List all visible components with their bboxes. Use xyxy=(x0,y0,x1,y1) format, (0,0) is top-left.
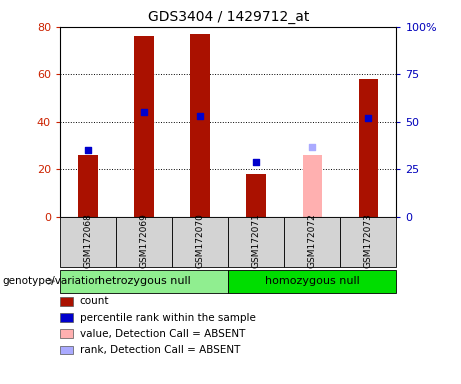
Bar xyxy=(116,217,172,267)
Bar xyxy=(228,217,284,267)
Text: GSM172072: GSM172072 xyxy=(308,214,317,268)
Title: GDS3404 / 1429712_at: GDS3404 / 1429712_at xyxy=(148,10,309,25)
Point xyxy=(140,109,148,116)
Point xyxy=(196,113,204,119)
Point xyxy=(365,115,372,121)
Text: hetrozygous null: hetrozygous null xyxy=(98,276,190,286)
Bar xyxy=(60,270,228,293)
Text: value, Detection Call = ABSENT: value, Detection Call = ABSENT xyxy=(80,329,245,339)
Text: rank, Detection Call = ABSENT: rank, Detection Call = ABSENT xyxy=(80,345,240,355)
Bar xyxy=(247,174,266,217)
Point xyxy=(253,159,260,165)
Bar xyxy=(172,217,228,267)
Text: GSM172073: GSM172073 xyxy=(364,214,373,268)
Bar xyxy=(302,155,322,217)
Text: percentile rank within the sample: percentile rank within the sample xyxy=(80,313,256,323)
Text: GSM172068: GSM172068 xyxy=(83,214,93,268)
Bar xyxy=(60,217,116,267)
Bar xyxy=(134,36,154,217)
Bar xyxy=(359,79,378,217)
Text: homozygous null: homozygous null xyxy=(265,276,360,286)
Text: count: count xyxy=(80,296,109,306)
Bar xyxy=(78,155,98,217)
Text: GSM172069: GSM172069 xyxy=(140,214,148,268)
Bar xyxy=(228,270,396,293)
Bar xyxy=(284,217,340,267)
Text: GSM172070: GSM172070 xyxy=(195,214,205,268)
Point xyxy=(84,147,92,154)
Text: GSM172071: GSM172071 xyxy=(252,214,261,268)
Bar xyxy=(190,34,210,217)
Text: genotype/variation: genotype/variation xyxy=(2,276,101,286)
Bar xyxy=(340,217,396,267)
Point xyxy=(309,144,316,150)
